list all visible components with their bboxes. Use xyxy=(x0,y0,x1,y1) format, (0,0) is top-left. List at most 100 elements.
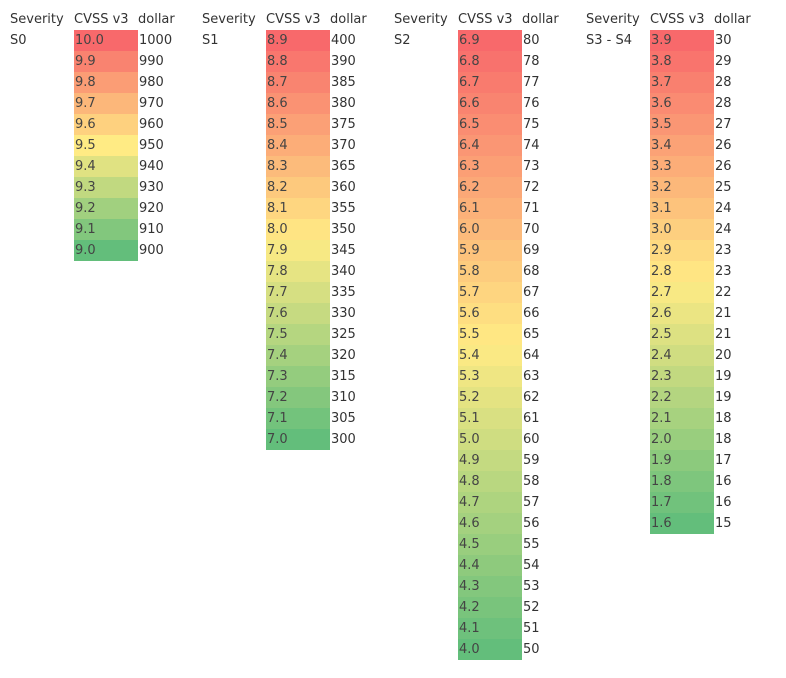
dollar-cell: 360 xyxy=(331,180,356,195)
cvss-cell: 8.3 xyxy=(266,156,330,177)
dollar-cell: 65 xyxy=(523,327,540,342)
cvss-cell: 2.4 xyxy=(650,345,714,366)
cvss-cell: 4.8 xyxy=(458,471,522,492)
dollar-cell: 18 xyxy=(715,432,732,447)
dollar-cell: 19 xyxy=(715,390,732,405)
dollar-cell: 330 xyxy=(331,306,356,321)
cvss-cell: 4.5 xyxy=(458,534,522,555)
cvss-column: 3.9 3.8 3.7 3.6 3.5 3.4 3.3 3.2 3.1 3.0 2.9 2.8 2.7 2… xyxy=(650,30,714,534)
cvss-cell: 7.9 xyxy=(266,240,330,261)
cvss-cell: 1.9 xyxy=(650,450,714,471)
cvss-cell: 9.8 xyxy=(74,72,138,93)
dollar-cell: 74 xyxy=(523,138,540,153)
cvss-cell: 7.6 xyxy=(266,303,330,324)
dollar-cell: 62 xyxy=(523,390,540,405)
dollar-column: 400 390 385 380 375 370 365 360 355 350 345 340 335 3… xyxy=(330,30,390,450)
cvss-header: CVSS v3 xyxy=(458,12,513,27)
dollar-cell: 24 xyxy=(715,222,732,237)
dollar-cell: 52 xyxy=(523,600,540,615)
cvss-cell: 9.7 xyxy=(74,93,138,114)
cvss-cell: 6.4 xyxy=(458,135,522,156)
dollar-cell: 970 xyxy=(139,96,164,111)
dollar-cell: 57 xyxy=(523,495,540,510)
dollar-cell: 325 xyxy=(331,327,356,342)
dollar-column: 30 29 28 28 27 26 26 25 24 24 23 23 22 21 21 20 19 19 18 18… xyxy=(714,30,774,534)
dollar-cell: 355 xyxy=(331,201,356,216)
dollar-cell: 20 xyxy=(715,348,732,363)
dollar-cell: 21 xyxy=(715,327,732,342)
cvss-cell: 8.0 xyxy=(266,219,330,240)
cvss-cell: 5.6 xyxy=(458,303,522,324)
dollar-cell: 980 xyxy=(139,75,164,90)
dollar-cell: 68 xyxy=(523,264,540,279)
cvss-cell: 9.5 xyxy=(74,135,138,156)
dollar-cell: 23 xyxy=(715,243,732,258)
cvss-header: CVSS v3 xyxy=(650,12,705,27)
cvss-cell: 2.8 xyxy=(650,261,714,282)
cvss-cell: 8.5 xyxy=(266,114,330,135)
dollar-cell: 76 xyxy=(523,96,540,111)
cvss-cell: 6.2 xyxy=(458,177,522,198)
dollar-cell: 78 xyxy=(523,54,540,69)
cvss-cell: 3.3 xyxy=(650,156,714,177)
cvss-cell: 8.7 xyxy=(266,72,330,93)
dollar-cell: 910 xyxy=(139,222,164,237)
severity-label: S0 xyxy=(10,33,27,48)
dollar-header: dollar xyxy=(522,12,559,27)
cvss-cell: 1.8 xyxy=(650,471,714,492)
cvss-cell: 1.6 xyxy=(650,513,714,534)
dollar-cell: 25 xyxy=(715,180,732,195)
dollar-cell: 400 xyxy=(331,33,356,48)
dollar-cell: 950 xyxy=(139,138,164,153)
cvss-cell: 2.7 xyxy=(650,282,714,303)
dollar-cell: 26 xyxy=(715,159,732,174)
cvss-cell: 5.4 xyxy=(458,345,522,366)
cvss-cell: 3.1 xyxy=(650,198,714,219)
severity-header: Severity xyxy=(202,12,256,27)
dollar-cell: 29 xyxy=(715,54,732,69)
dollar-cell: 340 xyxy=(331,264,356,279)
dollar-header: dollar xyxy=(714,12,751,27)
cvss-cell: 4.9 xyxy=(458,450,522,471)
dollar-cell: 370 xyxy=(331,138,356,153)
severity-header: Severity xyxy=(394,12,448,27)
cvss-cell: 3.4 xyxy=(650,135,714,156)
dollar-cell: 55 xyxy=(523,537,540,552)
cvss-cell: 9.0 xyxy=(74,240,138,261)
dollar-column: 1000 990 980 970 960 950 940 930 920 910 900 xyxy=(138,30,198,261)
cvss-cell: 3.7 xyxy=(650,72,714,93)
dollar-cell: 56 xyxy=(523,516,540,531)
cvss-header: CVSS v3 xyxy=(74,12,129,27)
dollar-cell: 61 xyxy=(523,411,540,426)
cvss-cell: 7.8 xyxy=(266,261,330,282)
cvss-cell: 1.7 xyxy=(650,492,714,513)
dollar-cell: 77 xyxy=(523,75,540,90)
dollar-cell: 28 xyxy=(715,96,732,111)
dollar-cell: 315 xyxy=(331,369,356,384)
severity-label: S1 xyxy=(202,33,219,48)
dollar-cell: 69 xyxy=(523,243,540,258)
dollar-cell: 18 xyxy=(715,411,732,426)
dollar-cell: 305 xyxy=(331,411,356,426)
cvss-cell: 7.0 xyxy=(266,429,330,450)
cvss-cell: 5.1 xyxy=(458,408,522,429)
cvss-cell: 2.0 xyxy=(650,429,714,450)
dollar-cell: 1000 xyxy=(139,33,173,48)
dollar-cell: 375 xyxy=(331,117,356,132)
cvss-cell: 5.9 xyxy=(458,240,522,261)
dollar-cell: 59 xyxy=(523,453,540,468)
cvss-cell: 8.8 xyxy=(266,51,330,72)
cvss-cell: 3.8 xyxy=(650,51,714,72)
dollar-cell: 53 xyxy=(523,579,540,594)
dollar-header: dollar xyxy=(138,12,175,27)
cvss-cell: 8.1 xyxy=(266,198,330,219)
cvss-cell: 5.7 xyxy=(458,282,522,303)
dollar-cell: 67 xyxy=(523,285,540,300)
cvss-column: 8.9 8.8 8.7 8.6 8.5 8.4 8.3 8.2 8.1 8.0 7.9 7.8 7.7 7… xyxy=(266,30,330,450)
cvss-cell: 3.2 xyxy=(650,177,714,198)
dollar-cell: 21 xyxy=(715,306,732,321)
cvss-cell: 4.1 xyxy=(458,618,522,639)
dollar-cell: 58 xyxy=(523,474,540,489)
cvss-cell: 5.3 xyxy=(458,366,522,387)
cvss-cell: 5.0 xyxy=(458,429,522,450)
